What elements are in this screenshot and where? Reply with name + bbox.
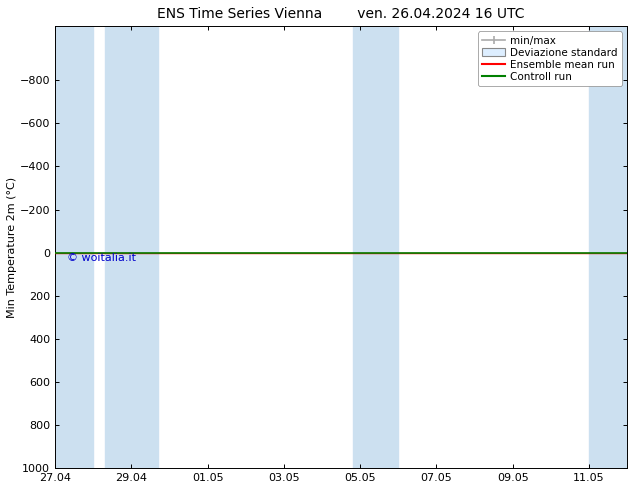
Title: ENS Time Series Vienna        ven. 26.04.2024 16 UTC: ENS Time Series Vienna ven. 26.04.2024 1… bbox=[157, 7, 525, 21]
Bar bbox=[589, 26, 627, 468]
Y-axis label: Min Temperature 2m (°C): Min Temperature 2m (°C) bbox=[7, 177, 17, 318]
Bar bbox=[105, 26, 158, 468]
Bar bbox=[55, 26, 93, 468]
Text: © woitalia.it: © woitalia.it bbox=[67, 253, 136, 263]
Legend: min/max, Deviazione standard, Ensemble mean run, Controll run: min/max, Deviazione standard, Ensemble m… bbox=[478, 31, 622, 86]
Bar bbox=[353, 26, 398, 468]
